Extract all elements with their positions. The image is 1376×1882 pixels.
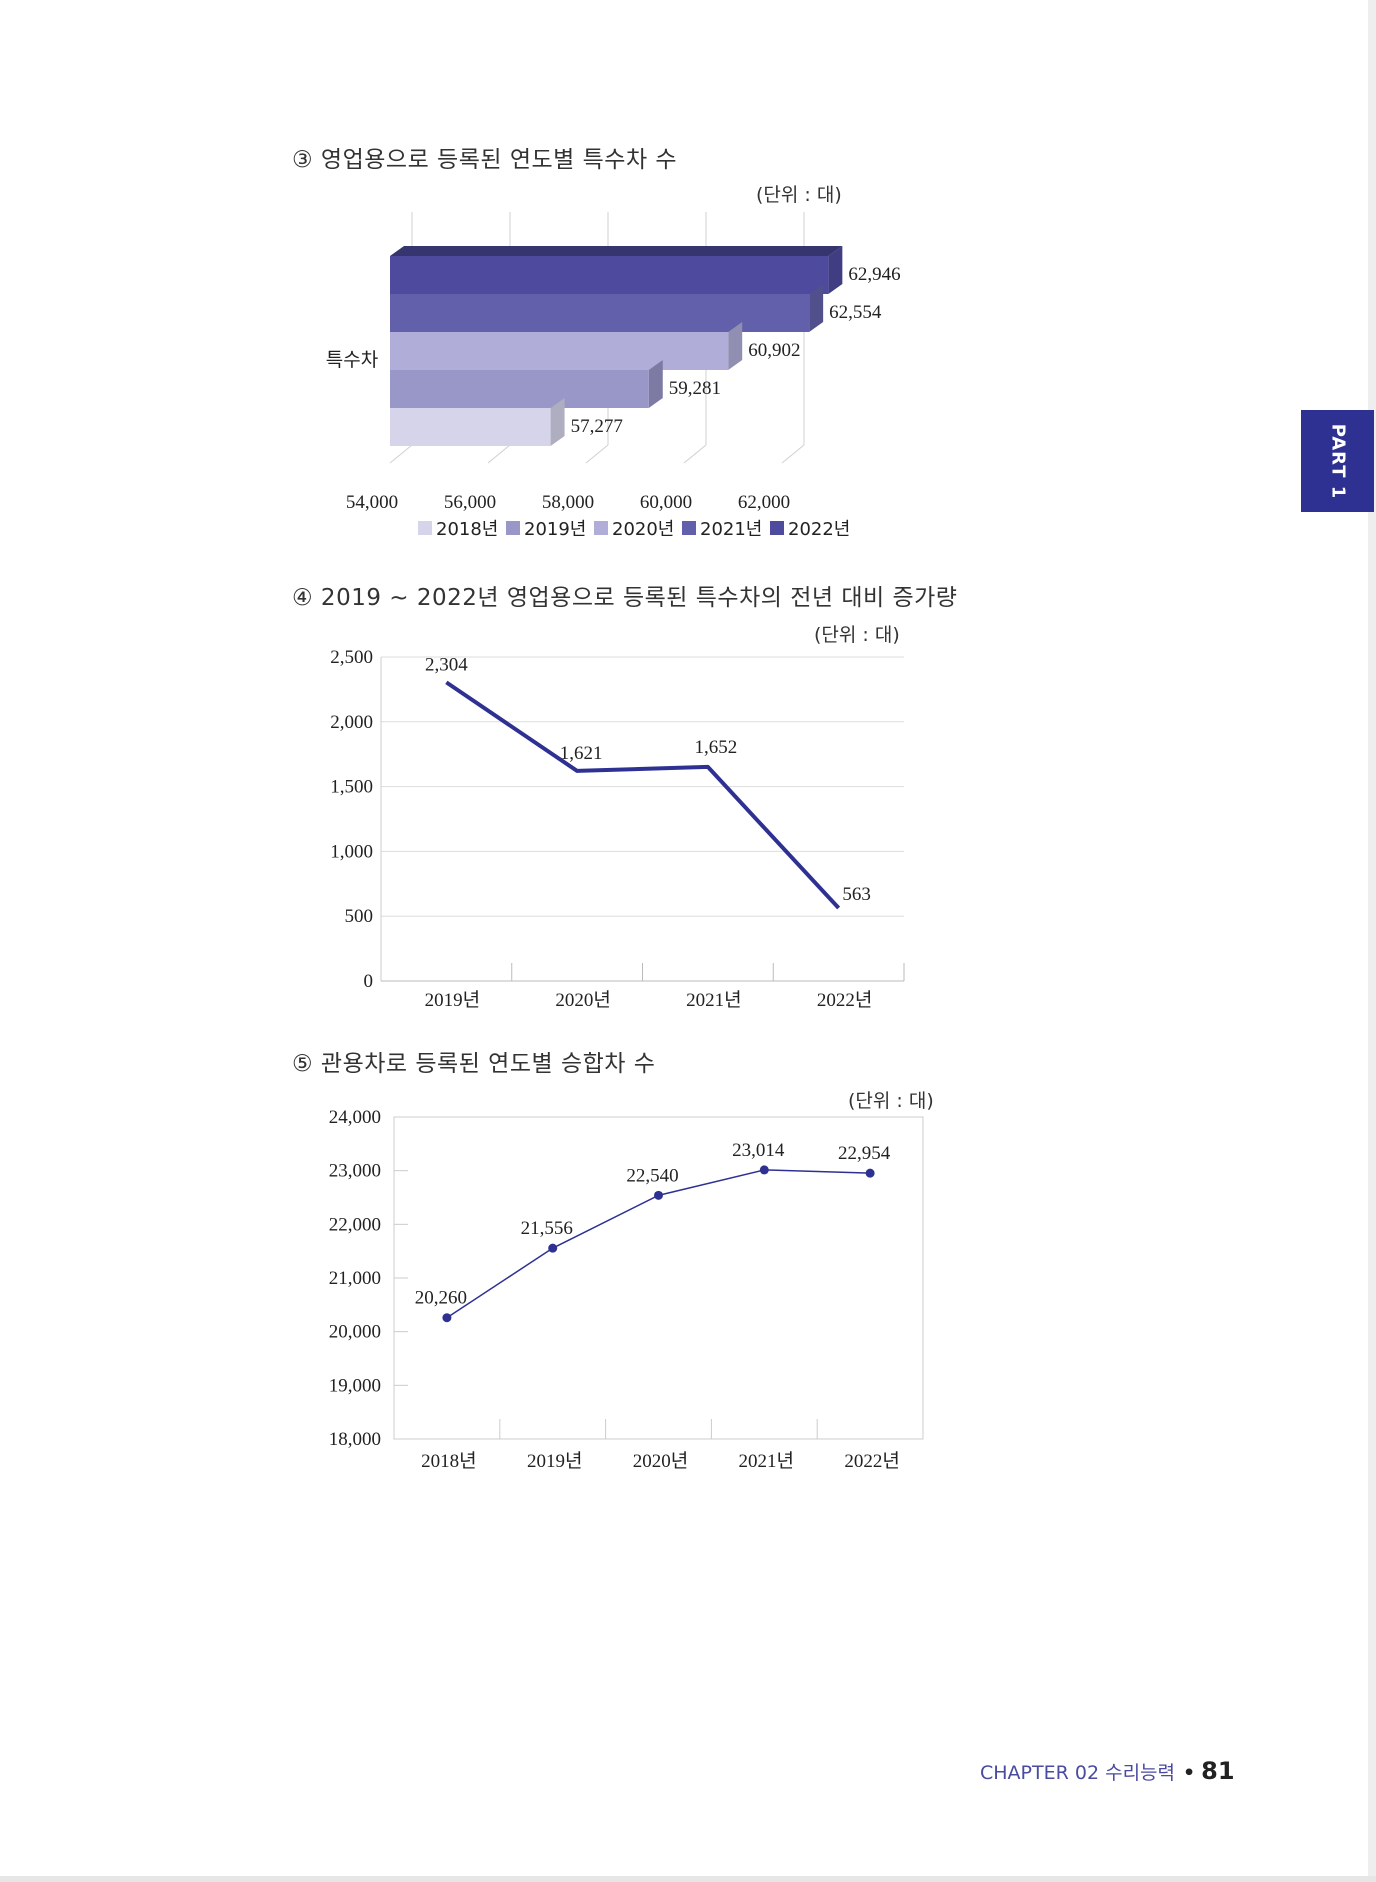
chart-special-vehicles-bar: 54,000 56,000 58,000 60,000 62,000 특수차 62,946 6…	[326, 212, 901, 540]
page-footer: CHAPTER 02 수리능력 • 81	[980, 1757, 1235, 1785]
y-tick-label: 500	[345, 906, 374, 927]
gridline-floor	[389, 444, 413, 464]
legend-label: 2019년	[524, 519, 586, 540]
legend-swatch-2020년	[594, 521, 608, 535]
bar-value-label: 59,281	[669, 378, 721, 399]
x-tick-label: 56,000	[444, 492, 496, 513]
bar-top-2022년	[390, 246, 843, 256]
bar-value-label: 62,554	[829, 302, 882, 323]
x-tick-label: 54,000	[346, 492, 398, 513]
legend-swatch-2021년	[682, 521, 696, 535]
y-tick-label: 19,000	[329, 1375, 381, 1396]
bar-value-label: 62,946	[848, 264, 900, 285]
x-tick-label: 2019년	[425, 989, 480, 1011]
x-tick-label: 2018년	[421, 1450, 476, 1472]
bar-value-label: 60,902	[748, 340, 800, 361]
y-tick-label: 23,000	[329, 1161, 381, 1182]
part-tab-label: PART 1	[1327, 423, 1348, 499]
legend-swatch-2018년	[418, 521, 432, 535]
chart1-title: ③ 영업용으로 등록된 연도별 특수차 수	[292, 147, 678, 173]
data-point	[442, 1313, 452, 1323]
x-tick-label: 2020년	[633, 1450, 688, 1472]
data-label: 21,556	[521, 1218, 573, 1239]
y-tick-label: 18,000	[329, 1429, 381, 1450]
series-line	[445, 680, 841, 910]
gridline-floor	[487, 444, 511, 464]
chart1-unit: (단위 : 대)	[756, 184, 842, 206]
chart3-title: ⑤ 관용차로 등록된 연도별 승합차 수	[292, 1051, 656, 1077]
chart-van-count-line: 18,000 19,000 20,000 21,000 22,000 23,000 24,0…	[329, 1107, 924, 1472]
legend-label: 2021년	[700, 519, 762, 540]
data-point	[759, 1165, 769, 1175]
x-tick-label: 2021년	[739, 1450, 794, 1472]
data-point	[548, 1243, 558, 1253]
data-label: 563	[842, 884, 871, 905]
data-label: 1,621	[560, 743, 603, 764]
chart3-unit: (단위 : 대)	[848, 1090, 934, 1112]
data-label: 22,954	[838, 1143, 891, 1164]
y-category-label: 특수차	[326, 349, 378, 371]
data-point	[654, 1190, 663, 1200]
gridline-floor	[585, 444, 609, 464]
bar-side-2019년	[648, 360, 663, 408]
bar-side-2021년	[809, 284, 824, 332]
y-tick-label: 1,500	[330, 777, 373, 798]
gridline-floor	[683, 444, 707, 464]
x-tick-label: 62,000	[738, 492, 790, 513]
footer-chapter: CHAPTER 02	[980, 1762, 1100, 1784]
legend-label: 2022년	[788, 519, 850, 540]
data-label: 22,540	[626, 1165, 678, 1186]
legend-swatch-2019년	[506, 521, 520, 535]
chart-increase-line: 0 500 1,000 1,500 2,000 2,500 2019년 2020년 2021년 2…	[330, 647, 905, 1011]
footer-section: 수리능력	[1105, 1762, 1176, 1784]
bar-2022년	[390, 256, 829, 294]
x-tick-label: 2019년	[527, 1450, 582, 1472]
bar-side-2022년	[828, 246, 843, 294]
x-tick-label: 2021년	[686, 989, 741, 1011]
bar-value-label: 57,277	[571, 416, 623, 437]
y-tick-label: 22,000	[329, 1214, 381, 1235]
x-tick-label: 2020년	[555, 989, 610, 1011]
y-tick-label: 20,000	[329, 1322, 381, 1343]
bar-side-2018년	[550, 398, 565, 446]
gridline-floor	[781, 444, 805, 464]
page-edge-bottom	[0, 1876, 1376, 1882]
data-point	[865, 1168, 875, 1178]
data-label: 1,652	[695, 737, 738, 758]
y-tick-label: 0	[364, 971, 374, 992]
page-number: 81	[1201, 1757, 1235, 1785]
x-tick-label: 2022년	[817, 989, 872, 1011]
y-tick-label: 2,500	[330, 647, 373, 668]
y-tick-label: 24,000	[329, 1107, 381, 1128]
bar-side-2020년	[728, 322, 743, 370]
legend-label: 2020년	[612, 519, 674, 540]
y-tick-label: 21,000	[329, 1268, 381, 1289]
x-tick-label: 60,000	[640, 492, 692, 513]
y-tick-label: 1,000	[330, 841, 373, 862]
data-label: 2,304	[425, 654, 468, 675]
chart2-title: ④ 2019 ~ 2022년 영업용으로 등록된 특수차의 전년 대비 증가량	[292, 585, 958, 611]
x-tick-label: 58,000	[542, 492, 594, 513]
bar-2019년	[390, 370, 649, 408]
y-tick-label: 2,000	[330, 712, 373, 733]
chart2-unit: (단위 : 대)	[814, 624, 900, 646]
data-label: 23,014	[732, 1140, 785, 1161]
footer-bullet: •	[1183, 1762, 1196, 1784]
data-label: 20,260	[415, 1288, 467, 1309]
legend-swatch-2022년	[770, 521, 784, 535]
x-tick-label: 2022년	[844, 1450, 899, 1472]
bar-2020년	[390, 332, 729, 370]
bar-2018년	[390, 408, 551, 446]
page-edge	[1368, 0, 1376, 1882]
part-tab: PART 1	[1301, 410, 1374, 512]
legend-label: 2018년	[436, 519, 498, 540]
